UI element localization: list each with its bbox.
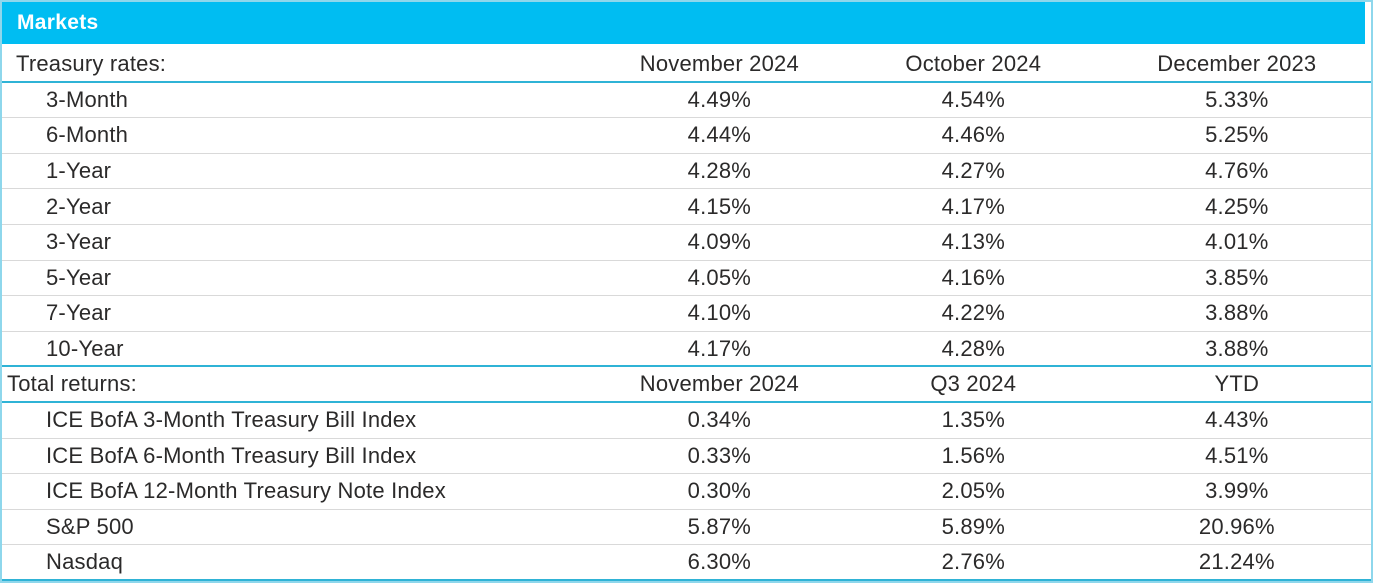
row-label: 2-Year bbox=[46, 193, 112, 219]
table-row-7-year: 7-Year 4.10% 4.22% 3.88% bbox=[2, 296, 1371, 332]
row-label: Nasdaq bbox=[46, 549, 124, 575]
table-row-2-year: 2-Year 4.15% 4.17% 4.25% bbox=[2, 189, 1371, 225]
column-header-december-2023: December 2023 bbox=[1157, 50, 1317, 76]
cell-value: 4.28% bbox=[941, 335, 1005, 361]
table-row-10-year: 10-Year 4.17% 4.28% 3.88% bbox=[2, 332, 1371, 368]
column-header-ytd: YTD bbox=[1214, 371, 1260, 397]
column-header-q3-2024: Q3 2024 bbox=[930, 371, 1017, 397]
cell-value: 2.05% bbox=[941, 478, 1005, 504]
cell-value: 4.16% bbox=[941, 264, 1005, 290]
cell-value: 4.43% bbox=[1205, 407, 1269, 433]
row-label: 7-Year bbox=[46, 300, 112, 326]
treasury-rates-header-row: Treasury rates: November 2024 October 20… bbox=[2, 47, 1371, 83]
cell-value: 4.05% bbox=[687, 264, 752, 290]
cell-value: 0.34% bbox=[687, 407, 752, 433]
cell-value: 20.96% bbox=[1198, 514, 1275, 540]
cell-value: 4.10% bbox=[687, 300, 752, 326]
markets-table: Treasury rates: November 2024 October 20… bbox=[2, 47, 1371, 581]
cell-value: 21.24% bbox=[1198, 549, 1275, 575]
row-label: 6-Month bbox=[46, 122, 129, 148]
cell-value: 4.76% bbox=[1205, 158, 1269, 184]
cell-value: 4.09% bbox=[687, 229, 752, 255]
cell-value: 4.44% bbox=[687, 122, 752, 148]
column-header-november-2024: November 2024 bbox=[639, 50, 799, 76]
cell-value: 4.13% bbox=[941, 229, 1005, 255]
cell-value: 4.17% bbox=[687, 335, 752, 361]
column-header-november-2024: November 2024 bbox=[639, 371, 799, 397]
cell-value: 4.28% bbox=[687, 158, 752, 184]
table-row-ice-bofa-6-month: ICE BofA 6-Month Treasury Bill Index 0.3… bbox=[2, 439, 1371, 475]
row-label: 1-Year bbox=[46, 158, 112, 184]
row-label: 10-Year bbox=[46, 335, 124, 361]
cell-value: 3.85% bbox=[1205, 264, 1269, 290]
cell-value: 3.88% bbox=[1205, 300, 1269, 326]
table-row-ice-bofa-12-month: ICE BofA 12-Month Treasury Note Index 0.… bbox=[2, 474, 1371, 510]
cell-value: 4.22% bbox=[941, 300, 1005, 326]
cell-value: 2.76% bbox=[941, 549, 1005, 575]
cell-value: 4.17% bbox=[941, 193, 1005, 219]
cell-value: 5.89% bbox=[941, 514, 1005, 540]
cell-value: 4.25% bbox=[1205, 193, 1269, 219]
total-returns-header-row: Total returns: November 2024 Q3 2024 YTD bbox=[2, 367, 1371, 403]
cell-value: 6.30% bbox=[687, 549, 752, 575]
row-label: ICE BofA 6-Month Treasury Bill Index bbox=[46, 442, 417, 468]
markets-header-bar: Markets bbox=[2, 2, 1365, 44]
table-row-6-month: 6-Month 4.44% 4.46% 5.25% bbox=[2, 118, 1371, 154]
cell-value: 4.15% bbox=[687, 193, 752, 219]
table-row-sp-500: S&P 500 5.87% 5.89% 20.96% bbox=[2, 510, 1371, 546]
page-title: Markets bbox=[17, 11, 99, 34]
cell-value: 0.30% bbox=[687, 478, 752, 504]
cell-value: 1.56% bbox=[941, 442, 1005, 468]
table-row-ice-bofa-3-month: ICE BofA 3-Month Treasury Bill Index 0.3… bbox=[2, 403, 1371, 439]
section-label-treasury-rates: Treasury rates: bbox=[16, 50, 167, 76]
cell-value: 4.46% bbox=[941, 122, 1005, 148]
row-label: 5-Year bbox=[46, 264, 112, 290]
row-label: S&P 500 bbox=[46, 514, 134, 540]
cell-value: 5.33% bbox=[1205, 86, 1269, 112]
cell-value: 4.49% bbox=[687, 86, 752, 112]
row-label: 3-Year bbox=[46, 229, 112, 255]
cell-value: 4.27% bbox=[941, 158, 1005, 184]
cell-value: 5.25% bbox=[1205, 122, 1269, 148]
cell-value: 4.01% bbox=[1205, 229, 1269, 255]
row-label: 3-Month bbox=[46, 86, 129, 112]
section-label-total-returns: Total returns: bbox=[7, 371, 137, 397]
cell-value: 1.35% bbox=[941, 407, 1005, 433]
cell-value: 0.33% bbox=[687, 442, 752, 468]
cell-value: 3.88% bbox=[1205, 335, 1269, 361]
cell-value: 5.87% bbox=[687, 514, 752, 540]
column-header-october-2024: October 2024 bbox=[905, 50, 1042, 76]
cell-value: 3.99% bbox=[1205, 478, 1269, 504]
table-row-1-year: 1-Year 4.28% 4.27% 4.76% bbox=[2, 154, 1371, 190]
table-row-5-year: 5-Year 4.05% 4.16% 3.85% bbox=[2, 261, 1371, 297]
row-label: ICE BofA 12-Month Treasury Note Index bbox=[46, 478, 446, 504]
cell-value: 4.54% bbox=[941, 86, 1005, 112]
cell-value: 4.51% bbox=[1205, 442, 1269, 468]
table-row-3-year: 3-Year 4.09% 4.13% 4.01% bbox=[2, 225, 1371, 261]
table-row-3-month: 3-Month 4.49% 4.54% 5.33% bbox=[2, 83, 1371, 119]
row-label: ICE BofA 3-Month Treasury Bill Index bbox=[46, 407, 417, 433]
table-row-nasdaq: Nasdaq 6.30% 2.76% 21.24% bbox=[2, 545, 1371, 581]
